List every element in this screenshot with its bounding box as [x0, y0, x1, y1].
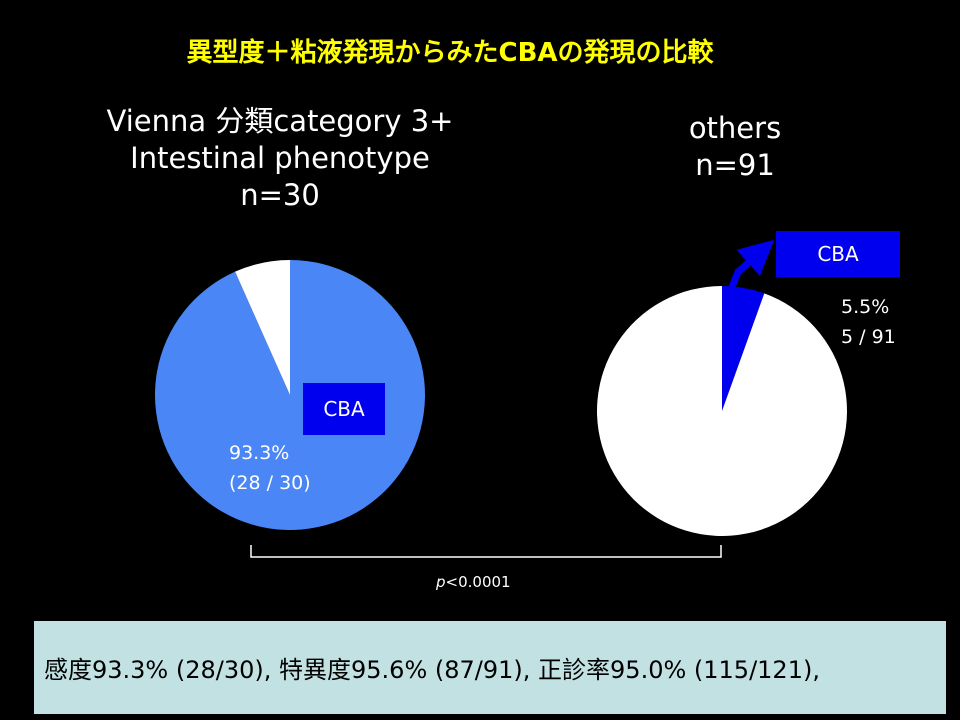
left-cba-label-box: CBA: [303, 383, 385, 435]
right-group-heading: others n=91: [635, 110, 835, 184]
p-value-text: <0.0001: [445, 573, 511, 591]
right-heading-line1: others: [688, 111, 782, 145]
right-heading-line2: n=91: [695, 148, 775, 182]
left-heading-line3: n=30: [240, 178, 320, 212]
left-cba-values: 93.3% (28 / 30): [229, 438, 311, 498]
left-cba-ratio: (28 / 30): [229, 472, 311, 494]
pie-chart-left: [154, 260, 425, 530]
left-cba-percent: 93.3%: [229, 442, 290, 464]
left-heading-line2: Intestinal phenotype: [130, 141, 430, 175]
pie-right-slice-cba: [722, 286, 765, 411]
right-cba-ratio: 5 / 91: [841, 326, 896, 348]
p-value-symbol: p: [436, 573, 446, 591]
summary-footer: 感度93.3% (28/30), 特異度95.6% (87/91), 正診率95…: [34, 621, 946, 714]
left-group-heading: Vienna 分類category 3+ Intestinal phenotyp…: [70, 103, 490, 214]
cba-arrow: [726, 239, 775, 294]
p-value: p<0.0001: [436, 573, 511, 591]
pie-right-slice-other: [596, 286, 847, 536]
comparison-bracket: [250, 545, 722, 558]
pie-left-slice-other: [235, 260, 290, 395]
left-heading-line1: Vienna 分類category 3+: [106, 104, 454, 138]
right-cba-values: 5.5% 5 / 91: [841, 292, 896, 352]
pie-chart-right: [596, 286, 847, 536]
right-cba-label-box: CBA: [776, 231, 900, 277]
slide-title: 異型度＋粘液発現からみたCBAの発現の比較: [186, 38, 714, 68]
right-cba-percent: 5.5%: [841, 296, 890, 318]
